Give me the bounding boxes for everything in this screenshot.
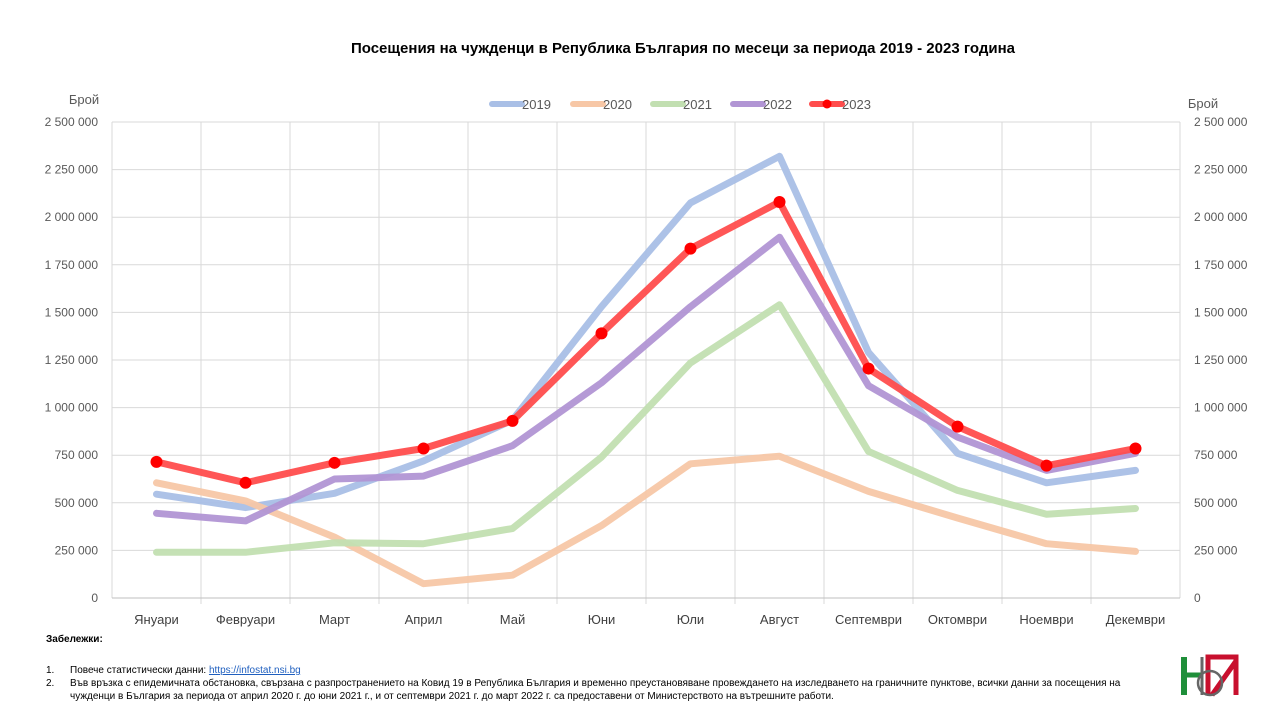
- series-line-2021: [153, 301, 1139, 556]
- x-tick-label: Септември: [835, 612, 902, 627]
- data-point-2023: [595, 327, 608, 340]
- y-tick-label-left: 0: [91, 591, 98, 605]
- note-text: Във връзка с епидемичната обстановка, св…: [70, 678, 1121, 702]
- y-tick-label-left: 2 500 000: [45, 115, 99, 129]
- data-point-2023: [239, 476, 252, 489]
- legend-marker-2023: [822, 99, 832, 109]
- notes-title: Забележки:: [46, 634, 103, 645]
- note-number: 1.: [46, 665, 55, 676]
- axes: 0 0 250 000 250 000 500 000 500 000 750 000 750…: [45, 92, 1248, 627]
- note-number: 2.: [46, 678, 55, 689]
- x-tick-label: Януари: [134, 612, 179, 627]
- series-line-2023: [153, 198, 1139, 487]
- data-point-2023: [1129, 442, 1142, 455]
- data-point-2023: [862, 362, 875, 375]
- x-tick-label: Октомври: [928, 612, 987, 627]
- y-tick-label-left: 2 250 000: [45, 163, 99, 177]
- x-tick-label: Ноември: [1019, 612, 1073, 627]
- legend: 2019 2020 2021 2022 2023: [489, 97, 871, 112]
- y-tick-label-right: 2 250 000: [1194, 163, 1248, 177]
- data-point-2023: [773, 195, 786, 208]
- legend-label-2021: 2021: [683, 97, 712, 112]
- y-tick-label-left: 1 000 000: [45, 401, 99, 415]
- y-tick-label-right: 750 000: [1194, 448, 1238, 462]
- y-tick-label-right: 1 750 000: [1194, 258, 1248, 272]
- note-text: Повече статистически данни: https://info…: [70, 665, 301, 676]
- series-line-2020: [153, 452, 1139, 588]
- y-tick-label-left: 1 500 000: [45, 305, 99, 319]
- data-point-2023: [951, 420, 964, 433]
- y-tick-label-right: 2 500 000: [1194, 115, 1248, 129]
- x-tick-label: Юни: [588, 612, 616, 627]
- legend-label-2019: 2019: [522, 97, 551, 112]
- infostat-link[interactable]: https://infostat.nsi.bg: [208, 665, 301, 676]
- y-tick-label-left: 250 000: [55, 543, 99, 557]
- series-line-2019: [153, 152, 1139, 512]
- legend-label-2020: 2020: [603, 97, 632, 112]
- y-tick-label-right: 250 000: [1194, 543, 1238, 557]
- nsi-logo-icon: [1181, 654, 1239, 697]
- data-point-2023: [506, 414, 519, 427]
- chart-title: Посещения на чужденци в Република Българ…: [350, 40, 1016, 57]
- line-chart: 0 0 250 000 250 000 500 000 500 000 750 000 750…: [45, 92, 1248, 627]
- y-tick-label-right: 2 000 000: [1194, 210, 1248, 224]
- series-lines: [150, 152, 1142, 588]
- y-tick-label-right: 1 000 000: [1194, 401, 1248, 415]
- series-line-2022: [153, 233, 1139, 525]
- legend-label-2022: 2022: [763, 97, 792, 112]
- x-tick-label: Юли: [677, 612, 704, 627]
- y-axis-label-right: Брой: [1188, 96, 1218, 111]
- x-tick-label: Август: [760, 612, 799, 627]
- legend-label-2023: 2023: [842, 97, 871, 112]
- y-tick-label-left: 1 750 000: [45, 258, 99, 272]
- y-tick-label-left: 500 000: [55, 496, 99, 510]
- data-point-2023: [684, 242, 697, 255]
- x-tick-label: Декември: [1106, 612, 1165, 627]
- y-tick-label-right: 0: [1194, 591, 1201, 605]
- x-tick-label: Април: [405, 612, 443, 627]
- data-point-2023: [1040, 459, 1053, 472]
- data-point-2023: [150, 455, 163, 468]
- x-tick-label: Май: [500, 612, 525, 627]
- y-axis-label-left: Брой: [69, 92, 99, 107]
- y-tick-label-right: 1 500 000: [1194, 305, 1248, 319]
- data-point-2023: [417, 442, 430, 455]
- y-tick-label-right: 1 250 000: [1194, 353, 1248, 367]
- data-point-2023: [328, 456, 341, 469]
- y-tick-label-right: 500 000: [1194, 496, 1238, 510]
- notes-section: Забележки: 1. Повече статистически данни…: [46, 633, 1166, 703]
- y-tick-label-left: 1 250 000: [45, 353, 99, 367]
- x-tick-label: Март: [319, 612, 350, 627]
- grid: [111, 121, 1181, 604]
- x-tick-label: Февруари: [216, 612, 275, 627]
- note-item: 2. Във връзка с епидемичната обстановка,…: [46, 677, 1166, 703]
- y-tick-label-left: 750 000: [55, 448, 99, 462]
- note-item: 1. Повече статистически данни: https://i…: [46, 664, 1166, 677]
- y-tick-label-left: 2 000 000: [45, 210, 99, 224]
